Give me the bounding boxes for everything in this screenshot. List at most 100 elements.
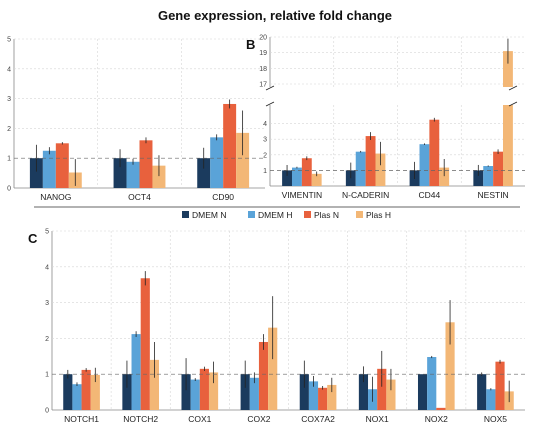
category-label-n-caderin: N-CADERIN — [342, 190, 389, 200]
bar-cd44-plas-h — [439, 167, 450, 186]
bar-notch1-dmem-h — [72, 384, 82, 410]
category-label-cd90: CD90 — [212, 192, 234, 202]
bar-nox2-plas-h — [445, 322, 455, 410]
figure-title: Gene expression, relative fold change — [158, 8, 392, 23]
legend-swatch-dmem-h — [248, 211, 255, 218]
bar-nox2-dmem-n — [417, 374, 428, 410]
y-tick-label: 2 — [7, 126, 11, 133]
y-tick-label: 5 — [45, 229, 49, 236]
bar-cox2-dmem-n — [240, 374, 250, 410]
y-tick-label: 4 — [263, 121, 267, 128]
bar-nox5-dmem-h — [486, 389, 496, 410]
bar-vimentin-plas-n — [301, 158, 312, 186]
y-tick-label: 0 — [7, 186, 11, 193]
bar-nox1-dmem-n — [358, 374, 369, 410]
bar-notch1-dmem-n — [63, 374, 73, 410]
category-label-nestin: NESTIN — [478, 190, 509, 200]
bar-nox2-dmem-h — [427, 357, 437, 410]
bar-nox1-plas-h — [386, 379, 396, 410]
legend: DMEM N DMEM H Plas N Plas H — [182, 210, 391, 220]
bar-cd44-dmem-h — [419, 144, 430, 186]
axis-break-mark — [265, 85, 275, 91]
bar-cox1-dmem-n — [181, 374, 191, 410]
axis-break-mark — [265, 101, 275, 107]
legend-label-dmem-n: DMEM N — [192, 210, 226, 220]
bar-notch1-plas-n — [81, 369, 91, 410]
category-label-nanog: NANOG — [40, 192, 71, 202]
legend-label-dmem-h: DMEM H — [258, 210, 292, 220]
bar-cox2-plas-n — [258, 341, 269, 410]
bar-cox7a2-plas-n — [318, 387, 328, 410]
bar-vimentin-dmem-n — [282, 170, 292, 186]
bar-cox7a2-plas-h — [327, 384, 337, 410]
legend-swatch-plas-n — [304, 211, 311, 218]
y-tick-label: 4 — [7, 66, 11, 73]
category-label-nox2: NOX2 — [425, 414, 448, 424]
bar-oct4-plas-h — [152, 165, 166, 188]
legend-swatch-plas-h — [356, 211, 363, 218]
bar-notch1-plas-h — [90, 374, 100, 410]
y-tick-label: 4 — [45, 264, 49, 271]
category-label-vimentin: VIMENTIN — [282, 190, 323, 200]
bar-nox5-plas-n — [495, 361, 505, 410]
legend-label-plas-h: Plas H — [366, 210, 391, 220]
category-label-cd44: CD44 — [419, 190, 441, 200]
y-tick-label: 1 — [45, 372, 49, 379]
bar-oct4-dmem-h — [126, 161, 140, 188]
y-tick-label: 18 — [259, 66, 267, 73]
bar-notch2-dmem-h — [131, 334, 141, 410]
axis-break-gap — [267, 87, 528, 105]
legend-swatch-dmem-n — [182, 211, 189, 218]
y-tick-label: 1 — [263, 168, 267, 175]
category-label-cox1: COX1 — [188, 414, 211, 424]
axis-break-mark — [508, 85, 518, 91]
bar-nox2-plas-n — [436, 407, 446, 410]
y-tick-label: 2 — [45, 336, 49, 343]
panel-letter: C — [28, 231, 38, 246]
y-tick-label: 3 — [7, 96, 11, 103]
panel-c: C 0 1 2 3 4 5 NOTCH1 NOTCH2 COX1 COX2 COX7A2 NOX1 NOX… — [28, 229, 525, 424]
bar-notch2-plas-h — [149, 359, 160, 410]
bar-cd90-plas-h — [236, 132, 250, 188]
bar-nanog-plas-n — [55, 143, 69, 188]
legend-label-plas-n: Plas N — [314, 210, 339, 220]
category-label-notch2: NOTCH2 — [123, 414, 158, 424]
bar-nanog-dmem-h — [42, 150, 56, 188]
y-tick-label: 3 — [263, 137, 267, 144]
y-tick-label: 5 — [7, 37, 11, 44]
bar-cd90-dmem-n — [197, 158, 211, 188]
bar-cox7a2-dmem-n — [299, 374, 309, 410]
category-label-oct4: OCT4 — [128, 192, 151, 202]
bar-nestin-plas-n — [493, 151, 504, 186]
panel-a: A012345NANOGOCT4CD90 — [7, 37, 265, 202]
bar-nox1-plas-n — [377, 368, 387, 410]
bar-cd44-plas-n — [429, 119, 440, 186]
bar-cox1-dmem-h — [190, 379, 200, 410]
y-tick-label: 0 — [45, 408, 49, 415]
panel-letter: B — [246, 37, 255, 52]
y-tick-label: 17 — [259, 82, 267, 89]
bar-n-caderin-plas-h — [375, 153, 386, 186]
bar-cd90-plas-n — [223, 103, 237, 188]
category-label-notch1: NOTCH1 — [64, 414, 99, 424]
bar-cd90-dmem-h — [210, 137, 224, 188]
bar-vimentin-dmem-h — [291, 167, 302, 186]
y-tick-label: 19 — [259, 50, 267, 57]
y-tick-label: 20 — [259, 35, 267, 42]
bar-cox2-dmem-h — [249, 377, 259, 410]
bar-cox2-plas-h — [268, 327, 278, 410]
category-label-nox1: NOX1 — [366, 414, 389, 424]
category-label-cox2: COX2 — [247, 414, 270, 424]
bar-nestin-dmem-h — [483, 166, 494, 186]
category-label-nox5: NOX5 — [484, 414, 507, 424]
bar-notch2-plas-n — [140, 278, 150, 410]
bar-nox5-dmem-n — [477, 374, 487, 410]
bar-nanog-dmem-n — [29, 158, 43, 188]
panel-b: B 1 2 3 4 17 18 19 20 VIMENTIN N-CADERIN CD44 NESTIN — [246, 35, 528, 200]
bar-n-caderin-plas-n — [365, 136, 376, 186]
bar-cox7a2-dmem-h — [308, 381, 319, 410]
y-tick-label: 1 — [7, 156, 11, 163]
bar-nestin-dmem-n — [473, 170, 484, 186]
bar-vimentin-plas-h — [311, 173, 322, 186]
